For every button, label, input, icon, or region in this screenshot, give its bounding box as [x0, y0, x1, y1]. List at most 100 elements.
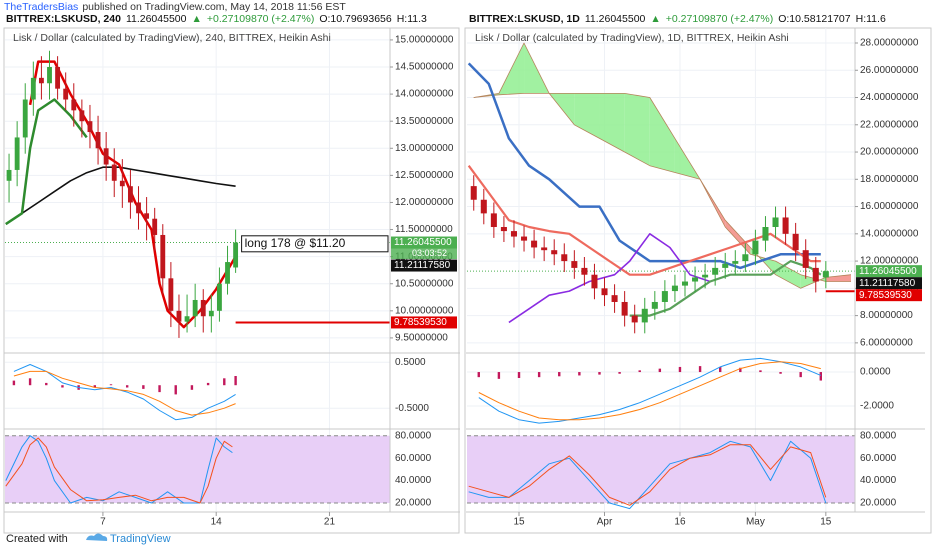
candle-body [772, 217, 779, 228]
candle-body [631, 315, 638, 323]
cloud-segment [649, 97, 675, 173]
header-open: O:10.58121707 [778, 13, 851, 25]
candle-body [812, 267, 819, 282]
y-tick-label: 12.00000000 [860, 256, 919, 267]
candle-body [470, 186, 477, 200]
y-tick-label: 14.00000000 [395, 89, 454, 100]
candle-body [176, 310, 182, 322]
cloud-segment [725, 220, 751, 255]
stoch-band [5, 435, 390, 504]
y-tick-label: 20.0000 [860, 498, 897, 509]
y-tick-label: 16.00000000 [860, 201, 919, 212]
header-last: 11.26045500 [126, 13, 187, 25]
candle-body [641, 308, 648, 323]
cloud-segment [574, 93, 600, 139]
price-label: 11.21117580 [394, 260, 451, 271]
price-label-bg [856, 289, 922, 302]
candle-body [702, 274, 709, 278]
y-tick-label: 14.00000000 [860, 228, 919, 239]
y-tick-label: 60.0000 [860, 453, 897, 464]
indicator-line [5, 98, 88, 226]
y-tick-label: 40.0000 [860, 475, 897, 486]
candle-body [792, 233, 799, 251]
candle-body [233, 242, 239, 268]
y-tick-label: 80.0000 [860, 430, 897, 441]
histogram-bar [28, 378, 32, 386]
candle-body [200, 299, 206, 317]
candle-body [87, 121, 93, 133]
y-tick-label: 22.00000000 [860, 119, 919, 130]
price-label: 11.21117580 [859, 278, 916, 289]
candle-body [541, 247, 548, 251]
candle-body [712, 267, 719, 275]
candle-body [22, 99, 28, 138]
frame-left [3, 27, 460, 534]
signal-line [13, 370, 236, 416]
price-label: 9.78539530 [394, 317, 447, 328]
y-tick-label: -0.5000 [395, 403, 429, 414]
candle-body [14, 137, 20, 170]
header-last: 11.26045500 [585, 13, 646, 25]
candle-body [111, 164, 117, 181]
candle-body [521, 236, 528, 241]
candle-body [752, 240, 759, 255]
header-high: H:11.3 [397, 13, 427, 25]
macd-line [478, 357, 821, 424]
histogram-bar [658, 368, 662, 373]
y-tick-label: 10.00000000 [395, 305, 454, 316]
candle-body [63, 88, 69, 100]
histogram-bar [618, 372, 621, 374]
indicator-line [467, 62, 821, 270]
y-tick-label: 28.00000000 [860, 38, 919, 49]
candle-body [152, 218, 158, 235]
y-tick-label: -2.0000 [860, 401, 894, 412]
y-tick-label: 12.50000000 [395, 170, 454, 181]
candle-body [95, 132, 101, 149]
y-tick-label: 8.00000000 [860, 310, 913, 321]
plot-area [5, 28, 390, 512]
histogram-bar [125, 385, 129, 388]
y-tick-label: 0.0000 [860, 367, 891, 378]
candle-body [168, 278, 174, 311]
histogram-bar [477, 372, 480, 378]
frame-right [464, 27, 932, 534]
x-tick-label: 15 [513, 517, 525, 528]
chart-header: BITTREX:LSKUSD, 240 11.26045500 ▲ +0.271098… [6, 13, 427, 25]
histogram-bar [638, 370, 641, 373]
candle-body [136, 202, 141, 214]
y-tick-label: 20.00000000 [860, 147, 919, 158]
header-open: O:10.79693656 [319, 13, 392, 25]
candle-body [651, 301, 658, 309]
author: TheTradersBias [4, 1, 78, 13]
indicator-line [467, 165, 821, 276]
histogram-bar [678, 366, 682, 373]
candle-body [184, 316, 190, 322]
chart-title: Lisk / Dollar (calculated by TradingView… [13, 32, 331, 44]
candle-body [71, 99, 77, 111]
cloud-edge [473, 42, 851, 282]
x-tick-label: 21 [324, 517, 336, 528]
y-tick-label: 40.0000 [395, 475, 432, 486]
stoch-k [5, 435, 233, 504]
annotation-text: long 178 @ $11.20 [245, 236, 346, 250]
footer-text: Created with [6, 533, 68, 545]
candle-body [762, 227, 769, 241]
candle-body [192, 299, 198, 317]
candle-body [119, 180, 125, 187]
y-tick-label: 9.50000000 [395, 333, 448, 344]
chart: BITTREX:LSKUSD, 1D 11.26045500 ▲ +0.2710987… [466, 13, 925, 528]
chart-title: Lisk / Dollar (calculated by TradingView… [475, 32, 789, 44]
signal-line [478, 361, 821, 421]
y-tick-label: 10.50000000 [395, 278, 454, 289]
logo [86, 533, 108, 541]
header-arrow: ▲ [650, 13, 660, 25]
histogram-bar [799, 372, 802, 378]
cloud-segment [800, 274, 826, 289]
header-change: +0.27109870 (+2.47%) [207, 13, 314, 25]
histogram-bar [517, 372, 521, 378]
candle-body [127, 186, 133, 203]
histogram-bar [497, 372, 501, 379]
y-tick-label: 80.0000 [395, 430, 432, 441]
histogram-bar [109, 384, 113, 386]
candle-body [217, 283, 222, 311]
